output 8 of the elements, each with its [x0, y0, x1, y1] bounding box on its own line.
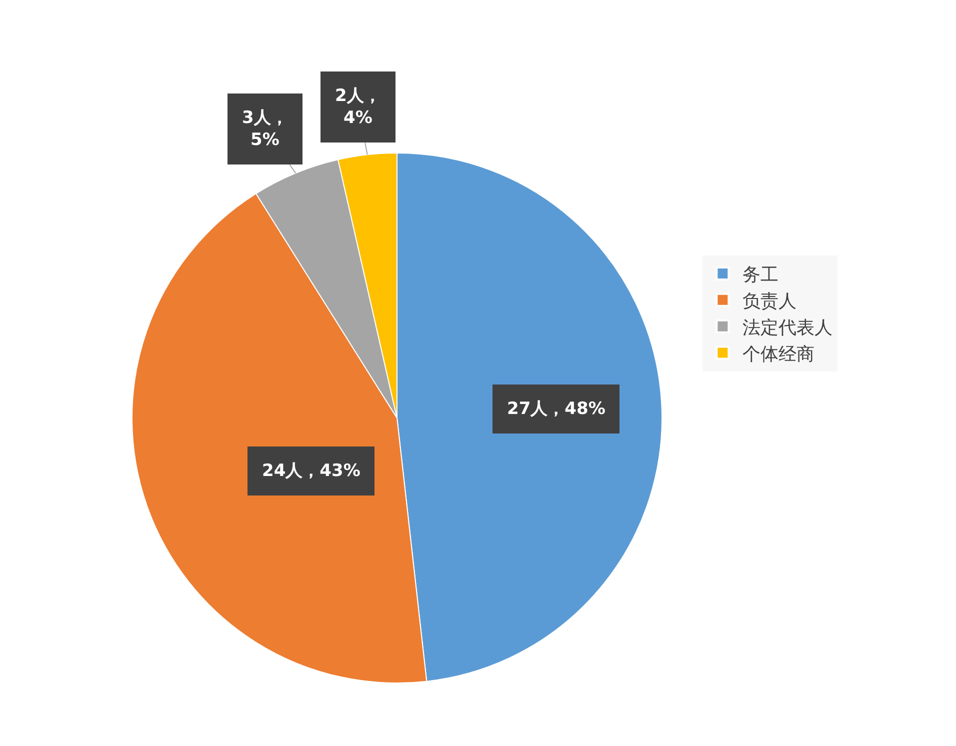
legend-label: 个体经商	[742, 344, 815, 365]
legend-label: 负责人	[742, 290, 797, 312]
data-label: 3人，5%	[242, 108, 288, 150]
data-label: 24人，43%	[262, 461, 360, 481]
legend-label: 务工	[742, 264, 779, 286]
data-label: 2人，4%	[335, 86, 381, 128]
data-label: 27人，48%	[507, 399, 606, 419]
legend-label: 法定代表人	[742, 317, 833, 338]
